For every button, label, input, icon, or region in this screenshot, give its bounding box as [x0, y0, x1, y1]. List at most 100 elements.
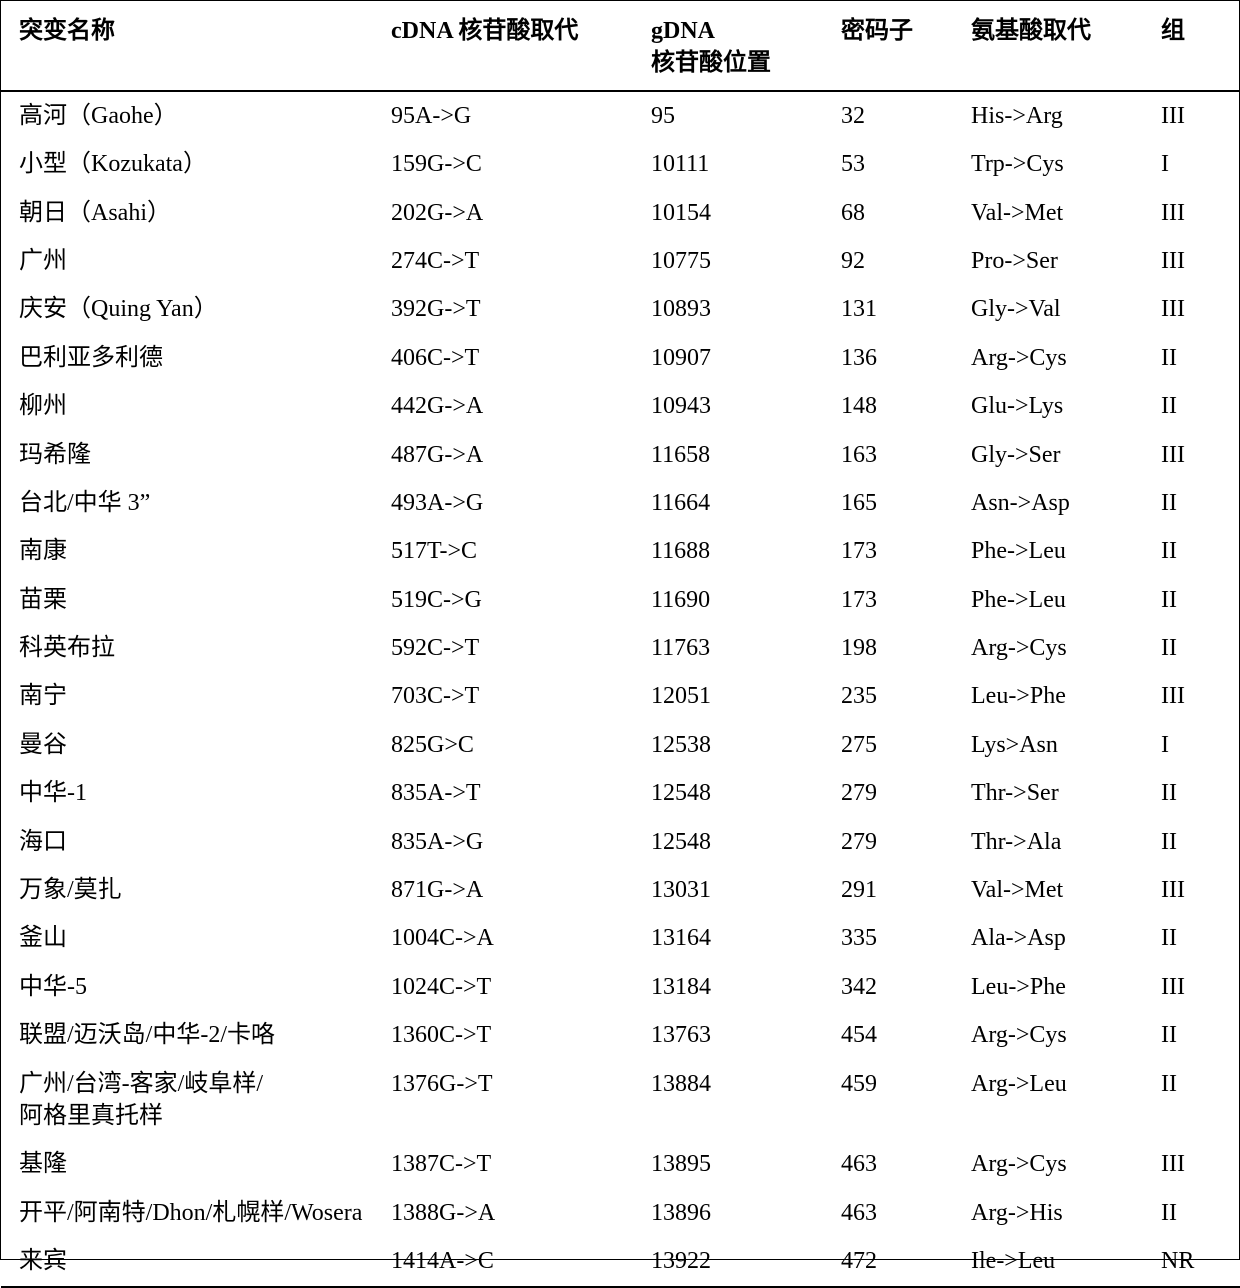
cell-aa-substitution: Arg->His: [953, 1189, 1143, 1237]
header-aa-substitution: 氨基酸取代: [953, 1, 1143, 91]
cell-mutation-name: 巴利亚多利德: [1, 334, 373, 382]
header-codon: 密码子: [823, 1, 953, 91]
cell-aa-substitution: Leu->Phe: [953, 672, 1143, 720]
cell-gdna-position: 12548: [633, 769, 823, 817]
cell-aa-substitution: Val->Met: [953, 189, 1143, 237]
cell-aa-substitution: Ile->Leu: [953, 1237, 1143, 1286]
table-row: 巴利亚多利德406C->T10907136Arg->CysII: [1, 334, 1240, 382]
cell-codon: 165: [823, 479, 953, 527]
table-row: 中华-1835A->T12548279Thr->SerII: [1, 769, 1240, 817]
cell-cdna-substitution: 392G->T: [373, 285, 633, 333]
cell-codon: 463: [823, 1140, 953, 1188]
table-row: 釜山1004C->A13164335Ala->AspII: [1, 914, 1240, 962]
table-row: 中华-51024C->T13184342Leu->PheIII: [1, 963, 1240, 1011]
cell-gdna-position: 13031: [633, 866, 823, 914]
table-header: 突变名称 cDNA 核苷酸取代 gDNA 核苷酸位置 密码子 氨基酸取代 组: [1, 1, 1240, 91]
cell-group: I: [1143, 140, 1240, 188]
cell-codon: 198: [823, 624, 953, 672]
header-gdna-line2: 核苷酸位置: [651, 50, 771, 76]
table-row: 科英布拉592C->T11763198Arg->CysII: [1, 624, 1240, 672]
table-row: 开平/阿南特/Dhon/札幌样/Wosera1388G->A13896463Ar…: [1, 1189, 1240, 1237]
cell-cdna-substitution: 519C->G: [373, 576, 633, 624]
cell-mutation-name: 庆安（Quing Yan）: [1, 285, 373, 333]
cell-group: II: [1143, 624, 1240, 672]
cell-gdna-position: 10907: [633, 334, 823, 382]
cell-gdna-position: 13184: [633, 963, 823, 1011]
cell-aa-substitution: Arg->Cys: [953, 1011, 1143, 1059]
cell-mutation-name: 小型（Kozukata）: [1, 140, 373, 188]
cell-mutation-name: 广州/台湾-客家/岐阜样/阿格里真托样: [1, 1060, 373, 1141]
table-row: 海口835A->G12548279Thr->AlaII: [1, 818, 1240, 866]
cell-cdna-substitution: 406C->T: [373, 334, 633, 382]
cell-aa-substitution: Pro->Ser: [953, 237, 1143, 285]
cell-mutation-name: 广州: [1, 237, 373, 285]
cell-group: II: [1143, 382, 1240, 430]
cell-group: III: [1143, 91, 1240, 140]
table-body: 高河（Gaohe）95A->G9532His->ArgIII小型（Kozukat…: [1, 91, 1240, 1287]
cell-codon: 342: [823, 963, 953, 1011]
cell-cdna-substitution: 592C->T: [373, 624, 633, 672]
mutation-table: 突变名称 cDNA 核苷酸取代 gDNA 核苷酸位置 密码子 氨基酸取代 组 高…: [1, 1, 1240, 1288]
cell-gdna-position: 13922: [633, 1237, 823, 1286]
cell-aa-substitution: Thr->Ala: [953, 818, 1143, 866]
cell-gdna-position: 95: [633, 91, 823, 140]
cell-aa-substitution: Phe->Leu: [953, 527, 1143, 575]
cell-group: III: [1143, 189, 1240, 237]
cell-gdna-position: 11658: [633, 431, 823, 479]
header-gdna-position: gDNA 核苷酸位置: [633, 1, 823, 91]
cell-cdna-substitution: 703C->T: [373, 672, 633, 720]
cell-gdna-position: 13884: [633, 1060, 823, 1141]
cell-mutation-name: 南康: [1, 527, 373, 575]
cell-group: III: [1143, 237, 1240, 285]
table-row: 台北/中华 3”493A->G11664165Asn->AspII: [1, 479, 1240, 527]
cell-mutation-name: 苗栗: [1, 576, 373, 624]
cell-codon: 131: [823, 285, 953, 333]
cell-mutation-name: 联盟/迈沃岛/中华-2/卡咯: [1, 1011, 373, 1059]
cell-mutation-name: 朝日（Asahi）: [1, 189, 373, 237]
cell-codon: 459: [823, 1060, 953, 1141]
cell-cdna-substitution: 1387C->T: [373, 1140, 633, 1188]
cell-mutation-name: 南宁: [1, 672, 373, 720]
cell-aa-substitution: Trp->Cys: [953, 140, 1143, 188]
table-row: 玛希隆487G->A11658163Gly->SerIII: [1, 431, 1240, 479]
cell-group: II: [1143, 576, 1240, 624]
cell-gdna-position: 10154: [633, 189, 823, 237]
cell-cdna-substitution: 871G->A: [373, 866, 633, 914]
cell-codon: 279: [823, 769, 953, 817]
cell-aa-substitution: Arg->Cys: [953, 624, 1143, 672]
mutation-table-page: 突变名称 cDNA 核苷酸取代 gDNA 核苷酸位置 密码子 氨基酸取代 组 高…: [0, 0, 1240, 1260]
cell-group: II: [1143, 527, 1240, 575]
cell-cdna-substitution: 835A->G: [373, 818, 633, 866]
cell-codon: 163: [823, 431, 953, 479]
cell-aa-substitution: Arg->Leu: [953, 1060, 1143, 1141]
cell-codon: 275: [823, 721, 953, 769]
cell-aa-substitution: Ala->Asp: [953, 914, 1143, 962]
cell-group: III: [1143, 963, 1240, 1011]
table-row: 来宾1414A->C13922472Ile->LeuNR: [1, 1237, 1240, 1286]
cell-cdna-substitution: 159G->C: [373, 140, 633, 188]
cell-cdna-substitution: 442G->A: [373, 382, 633, 430]
cell-gdna-position: 10943: [633, 382, 823, 430]
table-row: 广州274C->T1077592Pro->SerIII: [1, 237, 1240, 285]
cell-mutation-name: 中华-1: [1, 769, 373, 817]
table-row: 朝日（Asahi）202G->A1015468Val->MetIII: [1, 189, 1240, 237]
cell-codon: 173: [823, 576, 953, 624]
cell-group: II: [1143, 914, 1240, 962]
cell-cdna-substitution: 95A->G: [373, 91, 633, 140]
table-row: 广州/台湾-客家/岐阜样/阿格里真托样1376G->T13884459Arg->…: [1, 1060, 1240, 1141]
cell-gdna-position: 12548: [633, 818, 823, 866]
cell-group: II: [1143, 479, 1240, 527]
cell-cdna-substitution: 1376G->T: [373, 1060, 633, 1141]
cell-mutation-name: 基隆: [1, 1140, 373, 1188]
cell-group: III: [1143, 672, 1240, 720]
cell-mutation-name: 中华-5: [1, 963, 373, 1011]
cell-group: II: [1143, 334, 1240, 382]
cell-codon: 291: [823, 866, 953, 914]
cell-mutation-name: 曼谷: [1, 721, 373, 769]
cell-gdna-position: 11763: [633, 624, 823, 672]
cell-group: III: [1143, 285, 1240, 333]
cell-group: III: [1143, 431, 1240, 479]
cell-cdna-substitution: 487G->A: [373, 431, 633, 479]
cell-gdna-position: 11664: [633, 479, 823, 527]
cell-gdna-position: 13895: [633, 1140, 823, 1188]
